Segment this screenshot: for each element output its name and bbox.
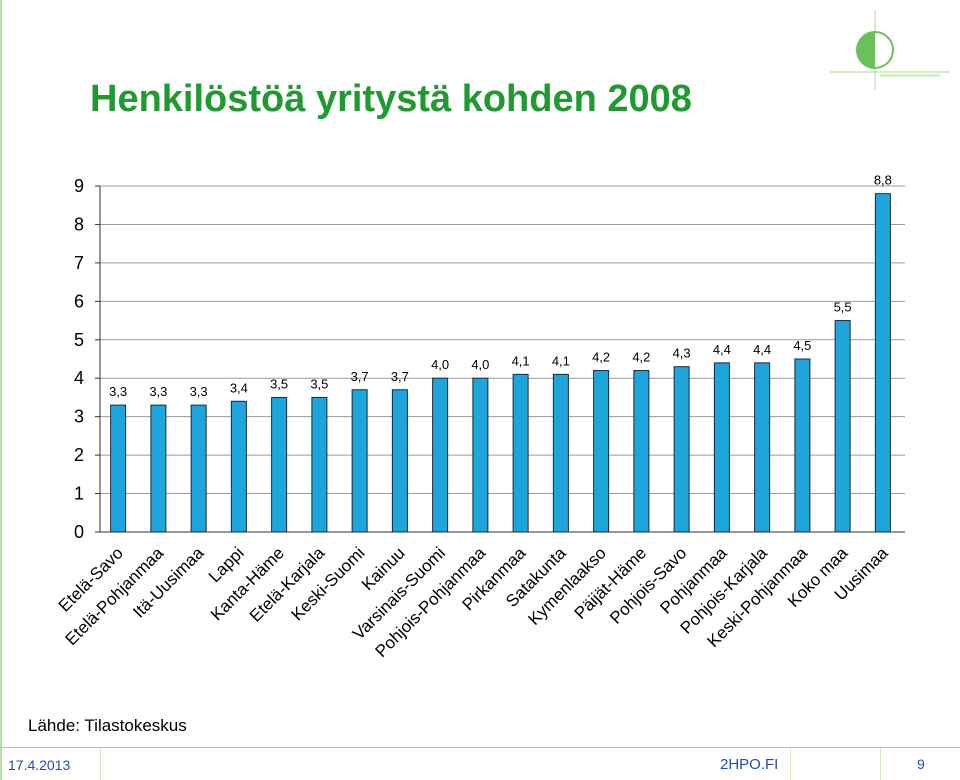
- data-label: 3,7: [351, 369, 369, 384]
- data-label: 3,3: [109, 384, 127, 399]
- data-label: 4,2: [592, 350, 610, 365]
- y-tick-label: 9: [74, 176, 84, 196]
- y-tick-label: 6: [74, 291, 84, 311]
- data-label: 4,2: [632, 350, 650, 365]
- data-label: 4,0: [471, 357, 489, 372]
- bar: [673, 366, 690, 533]
- bar: [351, 389, 368, 533]
- bar: [512, 373, 529, 533]
- footer-divider: [0, 747, 960, 748]
- bar: [110, 404, 127, 533]
- brand-logo: [830, 10, 950, 95]
- footer-separator: [100, 748, 101, 780]
- data-label: 5,5: [834, 300, 852, 315]
- bar: [713, 362, 730, 533]
- bar-chart: 3,3 3,3 3,3 3,4 3,5 3,5 3,7 3,7 4,0 4,0 4,1 4,1 4,2 4…: [55, 173, 905, 661]
- bar: [311, 396, 328, 533]
- data-label: 4,1: [552, 353, 570, 368]
- y-tick-label: 1: [74, 484, 84, 504]
- y-tick-label: 3: [74, 407, 84, 427]
- data-label: 3,7: [391, 369, 409, 384]
- footer-site-link[interactable]: 2HPO.FI: [720, 756, 779, 773]
- bar: [230, 400, 247, 533]
- data-label: 4,4: [713, 342, 731, 357]
- data-label: 3,4: [230, 380, 248, 395]
- bar: [472, 377, 489, 533]
- y-tick-labels: 0 1 2 3 4 5 6 7 8 9: [74, 176, 84, 542]
- bar: [754, 362, 771, 533]
- axes: [95, 185, 905, 533]
- bar: [432, 377, 449, 533]
- data-label: 4,5: [793, 338, 811, 353]
- data-label: 4,1: [512, 353, 530, 368]
- bars: [110, 193, 891, 533]
- bar: [190, 404, 207, 533]
- footer-date: 17.4.2013: [8, 757, 71, 773]
- y-tick-label: 5: [74, 330, 84, 350]
- y-tick-label: 4: [74, 368, 84, 388]
- x-tick-labels: Etelä-SavoEtelä-PohjanmaaItä-UusimaaLapp…: [55, 543, 892, 661]
- bar: [552, 373, 569, 533]
- data-label: 4,0: [431, 357, 449, 372]
- bar: [391, 389, 408, 533]
- y-tick-label: 0: [74, 522, 84, 542]
- bar: [150, 404, 167, 533]
- data-label: 4,3: [673, 346, 691, 361]
- data-label: 4,4: [753, 342, 771, 357]
- grid-lines: [100, 185, 905, 495]
- bar: [633, 370, 650, 533]
- data-label: 3,5: [310, 376, 328, 391]
- left-accent-rule: [0, 0, 2, 780]
- page-number: 9: [917, 756, 925, 772]
- data-labels: 3,3 3,3 3,3 3,4 3,5 3,5 3,7 3,7 4,0 4,0 4,1 4,1 4,2 4…: [109, 173, 892, 399]
- bar: [834, 320, 851, 533]
- y-tick-label: 2: [74, 445, 84, 465]
- footer-separator: [880, 748, 881, 780]
- source-note: Lähde: Tilastokeskus: [28, 716, 187, 735]
- page-title: Henkilöstöä yritystä kohden 2008: [90, 78, 692, 120]
- footer-separator: [790, 748, 791, 780]
- bar: [874, 193, 891, 533]
- bar: [593, 370, 610, 533]
- y-tick-label: 8: [74, 214, 84, 234]
- bar: [794, 358, 811, 533]
- data-label: 3,3: [149, 384, 167, 399]
- data-label: 3,3: [190, 384, 208, 399]
- bar: [271, 396, 288, 533]
- data-label: 8,8: [874, 173, 892, 188]
- y-tick-label: 7: [74, 253, 84, 273]
- data-label: 3,5: [270, 376, 288, 391]
